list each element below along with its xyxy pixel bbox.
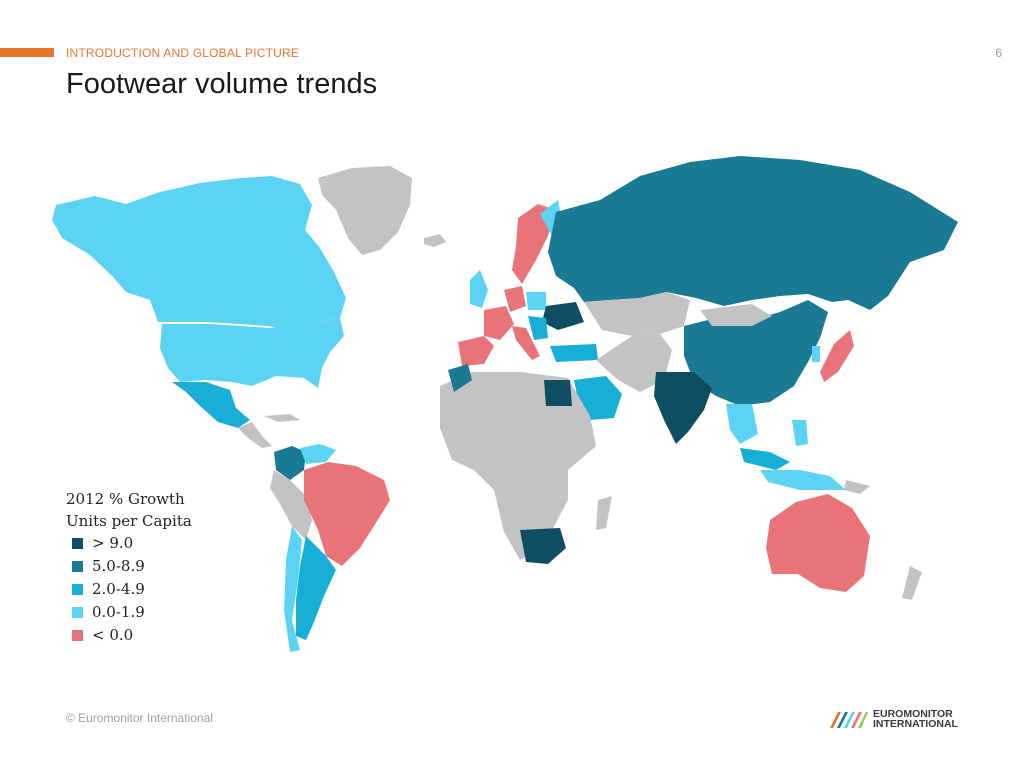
region-china <box>684 300 828 406</box>
legend-swatch <box>72 561 83 572</box>
region-uk <box>470 270 488 308</box>
accent-bar <box>0 48 54 57</box>
slide-title: Footwear volume trends <box>66 68 378 100</box>
region-australia <box>766 494 870 592</box>
region-poland <box>526 292 546 310</box>
region-andes <box>270 470 312 540</box>
region-saudi-arabia <box>574 376 622 420</box>
brand-name-line2: INTERNATIONAL <box>873 718 958 730</box>
page-number: 6 <box>995 46 1002 60</box>
legend-item-gt9: > 9.0 <box>72 532 192 555</box>
stripes-logo-icon <box>830 712 868 728</box>
region-canada <box>52 176 346 330</box>
region-mexico <box>172 382 250 428</box>
brand-name-line1: EUROMONITOR <box>873 708 953 720</box>
region-turkey <box>550 344 598 362</box>
region-egypt <box>544 380 572 406</box>
legend-title-line2: Units per Capita <box>66 512 192 530</box>
region-philippines <box>792 420 808 446</box>
legend-title-line1: 2012 % Growth <box>66 490 185 508</box>
region-madagascar <box>596 496 612 530</box>
region-france <box>484 306 514 340</box>
legend-item-0to1-9: 0.0-1.9 <box>72 601 192 624</box>
legend-label: 0.0-1.9 <box>92 603 145 621</box>
region-russia <box>548 156 958 310</box>
region-mongolia <box>700 304 772 326</box>
legend-label: 2.0-4.9 <box>92 580 145 598</box>
legend-label: < 0.0 <box>92 626 134 644</box>
region-japan <box>820 330 854 382</box>
region-spain <box>458 336 494 366</box>
region-colombia <box>274 446 306 480</box>
copyright-notice: © Euromonitor International <box>66 711 213 725</box>
region-new-guinea <box>844 480 870 494</box>
legend-item-2to4-9: 2.0-4.9 <box>72 578 192 601</box>
region-scandinavia <box>512 204 556 284</box>
region-argentina <box>296 536 336 640</box>
region-south-africa <box>520 528 566 564</box>
legend-swatch <box>72 584 83 595</box>
legend-item-lt0: < 0.0 <box>72 624 192 647</box>
region-ukraine <box>542 302 584 330</box>
region-italy <box>512 326 540 360</box>
legend-swatch <box>72 538 83 549</box>
legend-item-5to8-9: 5.0-8.9 <box>72 555 192 578</box>
region-india <box>654 372 712 444</box>
legend-swatch <box>72 607 83 618</box>
region-morocco <box>448 364 472 392</box>
legend-label: 5.0-8.9 <box>92 557 145 575</box>
region-africa <box>440 372 596 560</box>
region-balkans <box>528 316 548 340</box>
region-venezuela <box>300 444 336 464</box>
region-kazakhstan <box>584 292 690 336</box>
legend-swatch <box>72 630 83 641</box>
region-greenland <box>318 166 412 255</box>
region-caribbean <box>264 414 300 422</box>
region-korea <box>812 346 820 362</box>
region-indochina <box>726 404 758 444</box>
region-middle-east <box>596 334 672 392</box>
region-usa <box>160 318 344 388</box>
brand-logo: EUROMONITOR INTERNATIONAL <box>828 709 958 729</box>
region-malaysia <box>740 448 790 470</box>
region-new-zealand <box>902 566 922 600</box>
region-chile <box>284 526 302 652</box>
region-germany <box>504 286 526 312</box>
section-label: INTRODUCTION AND GLOBAL PICTURE <box>66 46 300 60</box>
region-indonesia <box>760 470 846 490</box>
region-brazil <box>304 462 390 566</box>
region-iceland <box>424 234 446 247</box>
region-central-america <box>238 422 272 448</box>
legend-label: > 9.0 <box>92 534 134 552</box>
map-legend: 2012 % Growth Units per Capita > 9.0 5.0… <box>66 488 192 647</box>
